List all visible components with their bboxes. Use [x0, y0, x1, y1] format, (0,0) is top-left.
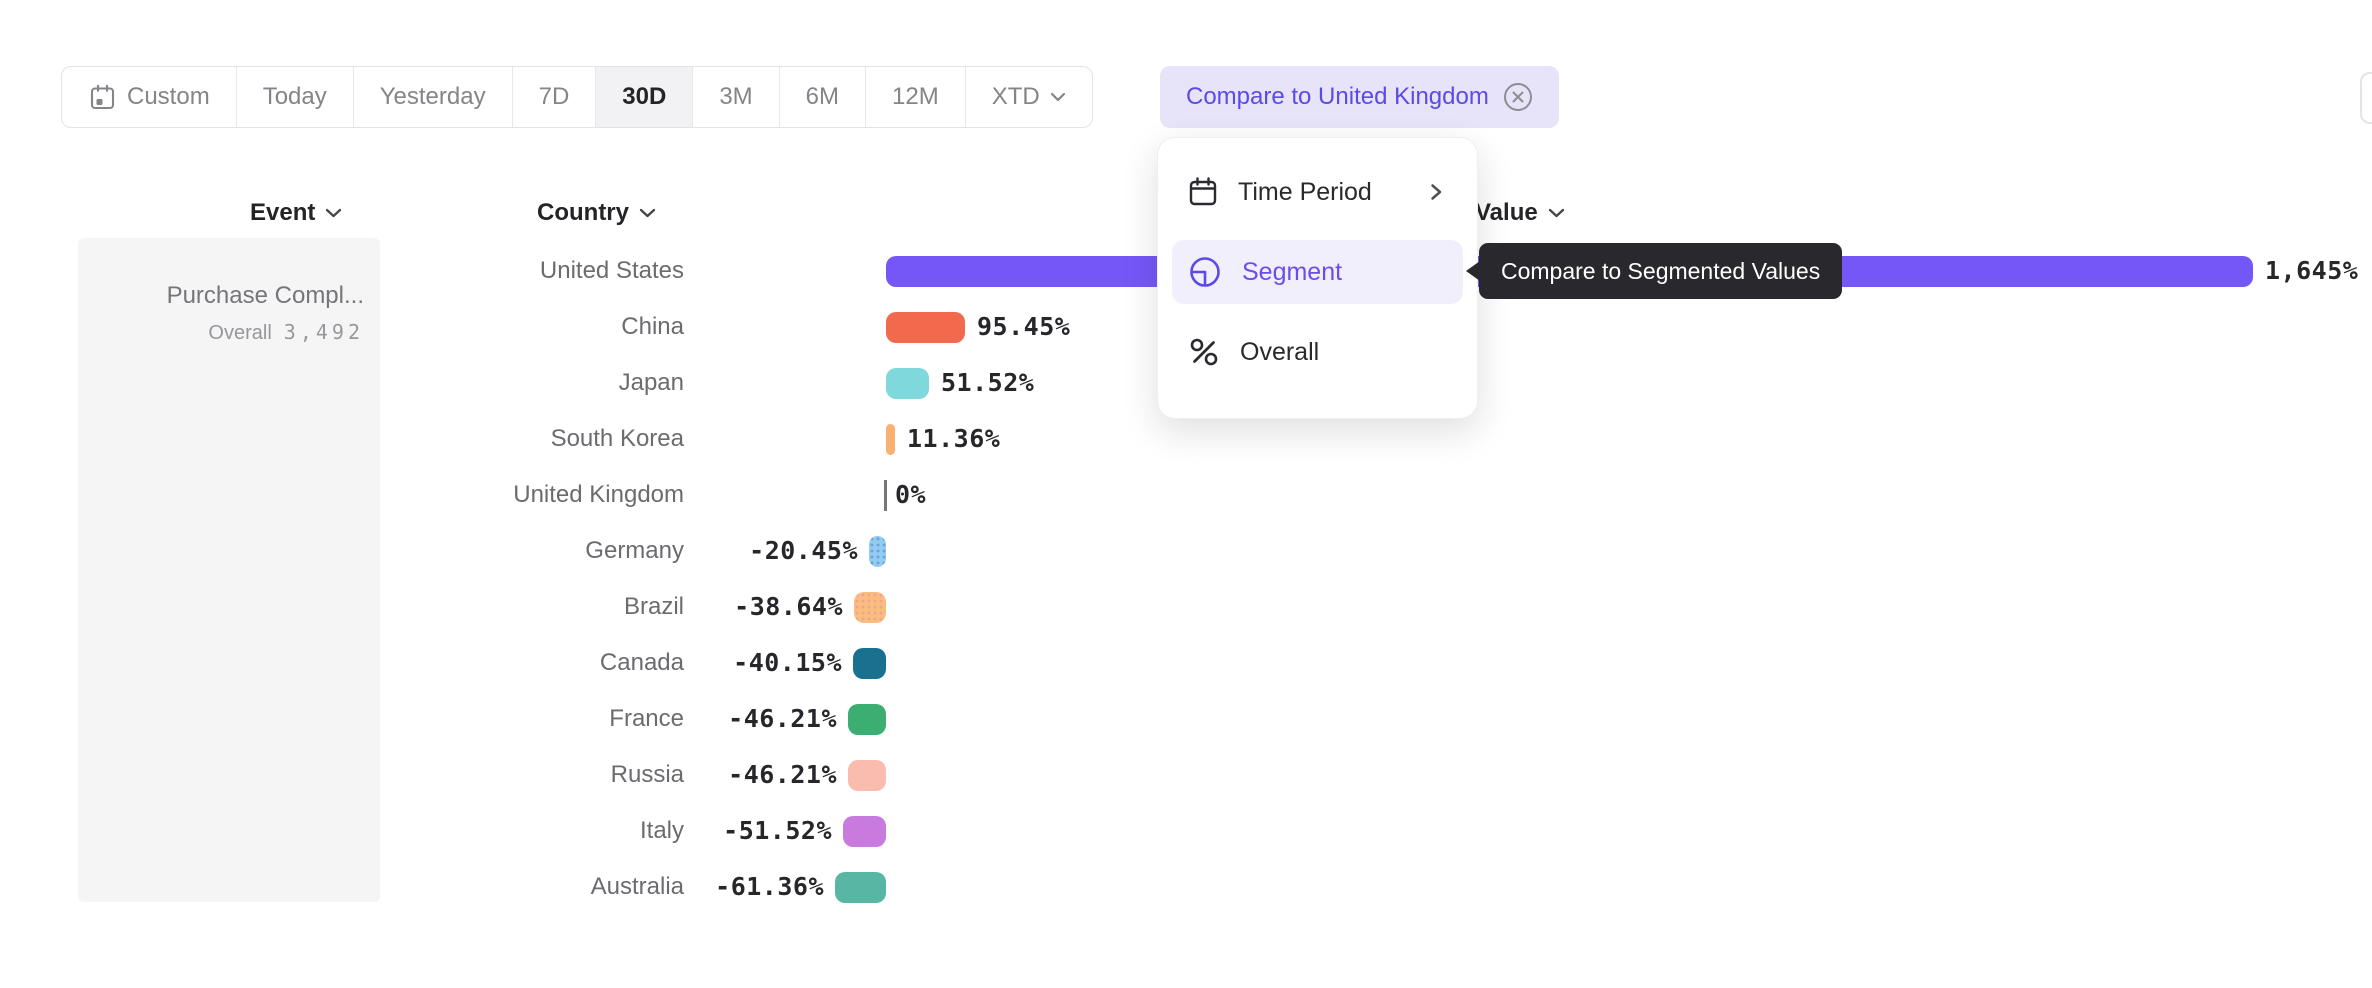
compare-chip[interactable]: Compare to United Kingdom [1160, 66, 1559, 128]
column-header-event[interactable]: Event [250, 198, 342, 228]
country-label-italy: Italy [639, 817, 684, 844]
bar-australia[interactable] [835, 871, 886, 903]
country-label-brazil: Brazil [623, 593, 684, 620]
column-header-value[interactable]: Value [1475, 198, 1565, 228]
value-label-russia: -46.21% [728, 760, 837, 789]
calendar-icon [1186, 175, 1220, 209]
tooltip: Compare to Segmented Values [1479, 243, 1843, 299]
range-button-label: Today [262, 83, 327, 110]
value-label-brazil: -38.64% [734, 592, 843, 621]
event-overall-value: 3,492 [283, 320, 364, 344]
country-label-france: France [609, 705, 684, 732]
country-label-russia: Russia [610, 761, 684, 788]
bar-china[interactable] [886, 311, 965, 343]
bar-canada[interactable] [853, 647, 886, 679]
value-label-united-kingdom: 0% [895, 480, 927, 509]
range-button-30d[interactable]: 30D [596, 67, 694, 127]
country-label-germany: Germany [585, 537, 684, 564]
bar-france[interactable] [848, 703, 886, 735]
value-label-italy: -51.52% [723, 816, 832, 845]
range-button-3m[interactable]: 3M [693, 67, 780, 127]
column-header-country-label: Country [537, 199, 629, 226]
value-label-south-korea: 11.36% [907, 424, 1001, 453]
compare-chip-label: Compare to United Kingdom [1186, 83, 1489, 110]
value-label-china: 95.45% [977, 312, 1071, 341]
range-button-yesterday[interactable]: Yesterday [354, 67, 513, 127]
bar-italy[interactable] [843, 815, 886, 847]
zero-baseline [884, 479, 887, 511]
chevron-right-icon [1430, 182, 1443, 202]
range-button-7d[interactable]: 7D [513, 67, 597, 127]
range-button-label: XTD [991, 83, 1040, 110]
circle-x-icon[interactable] [1503, 82, 1533, 112]
menu-item-label: Overall [1240, 337, 1320, 366]
event-overall-label: Overall [208, 322, 272, 344]
column-header-value-label: Value [1475, 199, 1538, 226]
menu-item-segment[interactable]: Segment [1172, 240, 1463, 304]
country-label-united-kingdom: United Kingdom [513, 481, 684, 508]
country-label-canada: Canada [599, 649, 684, 676]
range-button-label: 6M [805, 83, 839, 110]
country-label-japan: Japan [618, 369, 684, 396]
column-header-event-label: Event [250, 199, 316, 226]
country-label-australia: Australia [590, 873, 684, 900]
value-label-australia: -61.36% [715, 872, 824, 901]
country-label-south-korea: South Korea [550, 425, 684, 452]
chevron-down-icon [1050, 92, 1066, 102]
date-range-toolbar: Custom Today Yesterday 7D 30D 3M 6M 12M XTD [61, 66, 1093, 128]
menu-item-label: Time Period [1238, 177, 1372, 206]
calendar-icon [88, 83, 117, 112]
range-button-12m[interactable]: 12M [866, 67, 966, 127]
clipped-toolbar-element [2360, 72, 2372, 124]
compare-dropdown-menu: Time Period Segment Overall [1157, 137, 1478, 419]
tooltip-text: Compare to Segmented Values [1501, 257, 1821, 284]
range-button-label: Yesterday [379, 83, 486, 110]
value-label-france: -46.21% [728, 704, 837, 733]
range-button-custom[interactable]: Custom [62, 67, 237, 127]
chevron-down-icon [639, 208, 656, 218]
value-label-japan: 51.52% [941, 368, 1035, 397]
range-button-6m[interactable]: 6M [780, 67, 866, 127]
bar-brazil[interactable] [854, 591, 886, 623]
chevron-down-icon [325, 208, 342, 218]
range-button-label: 7D [538, 83, 570, 110]
country-label-china: China [621, 313, 684, 340]
bar-russia[interactable] [848, 759, 886, 791]
value-label-canada: -40.15% [733, 648, 842, 677]
event-name: Purchase Compl... [166, 282, 364, 309]
bar-germany[interactable] [869, 535, 886, 567]
value-label-united-states: 1,645% [2265, 256, 2359, 285]
menu-item-label: Segment [1242, 257, 1343, 286]
menu-item-time-period[interactable]: Time Period [1172, 160, 1463, 224]
range-button-label: 3M [719, 83, 753, 110]
bar-south-korea[interactable] [886, 423, 895, 455]
segment-icon [1186, 253, 1224, 291]
event-card[interactable]: Purchase Compl... Overall 3,492 [78, 238, 380, 902]
range-button-xtd[interactable]: XTD [966, 67, 1092, 127]
country-label-united-states: United States [539, 257, 684, 284]
range-button-today[interactable]: Today [237, 67, 354, 127]
chevron-down-icon [1548, 208, 1565, 218]
range-button-label: 30D [622, 83, 667, 110]
event-overall: Overall 3,492 [208, 320, 364, 345]
percent-icon [1186, 334, 1222, 370]
menu-item-overall[interactable]: Overall [1172, 320, 1463, 384]
range-button-label: 12M [892, 83, 939, 110]
range-button-label: Custom [127, 83, 210, 110]
bar-japan[interactable] [886, 367, 929, 399]
value-label-germany: -20.45% [749, 536, 858, 565]
column-header-country[interactable]: Country [537, 198, 656, 228]
